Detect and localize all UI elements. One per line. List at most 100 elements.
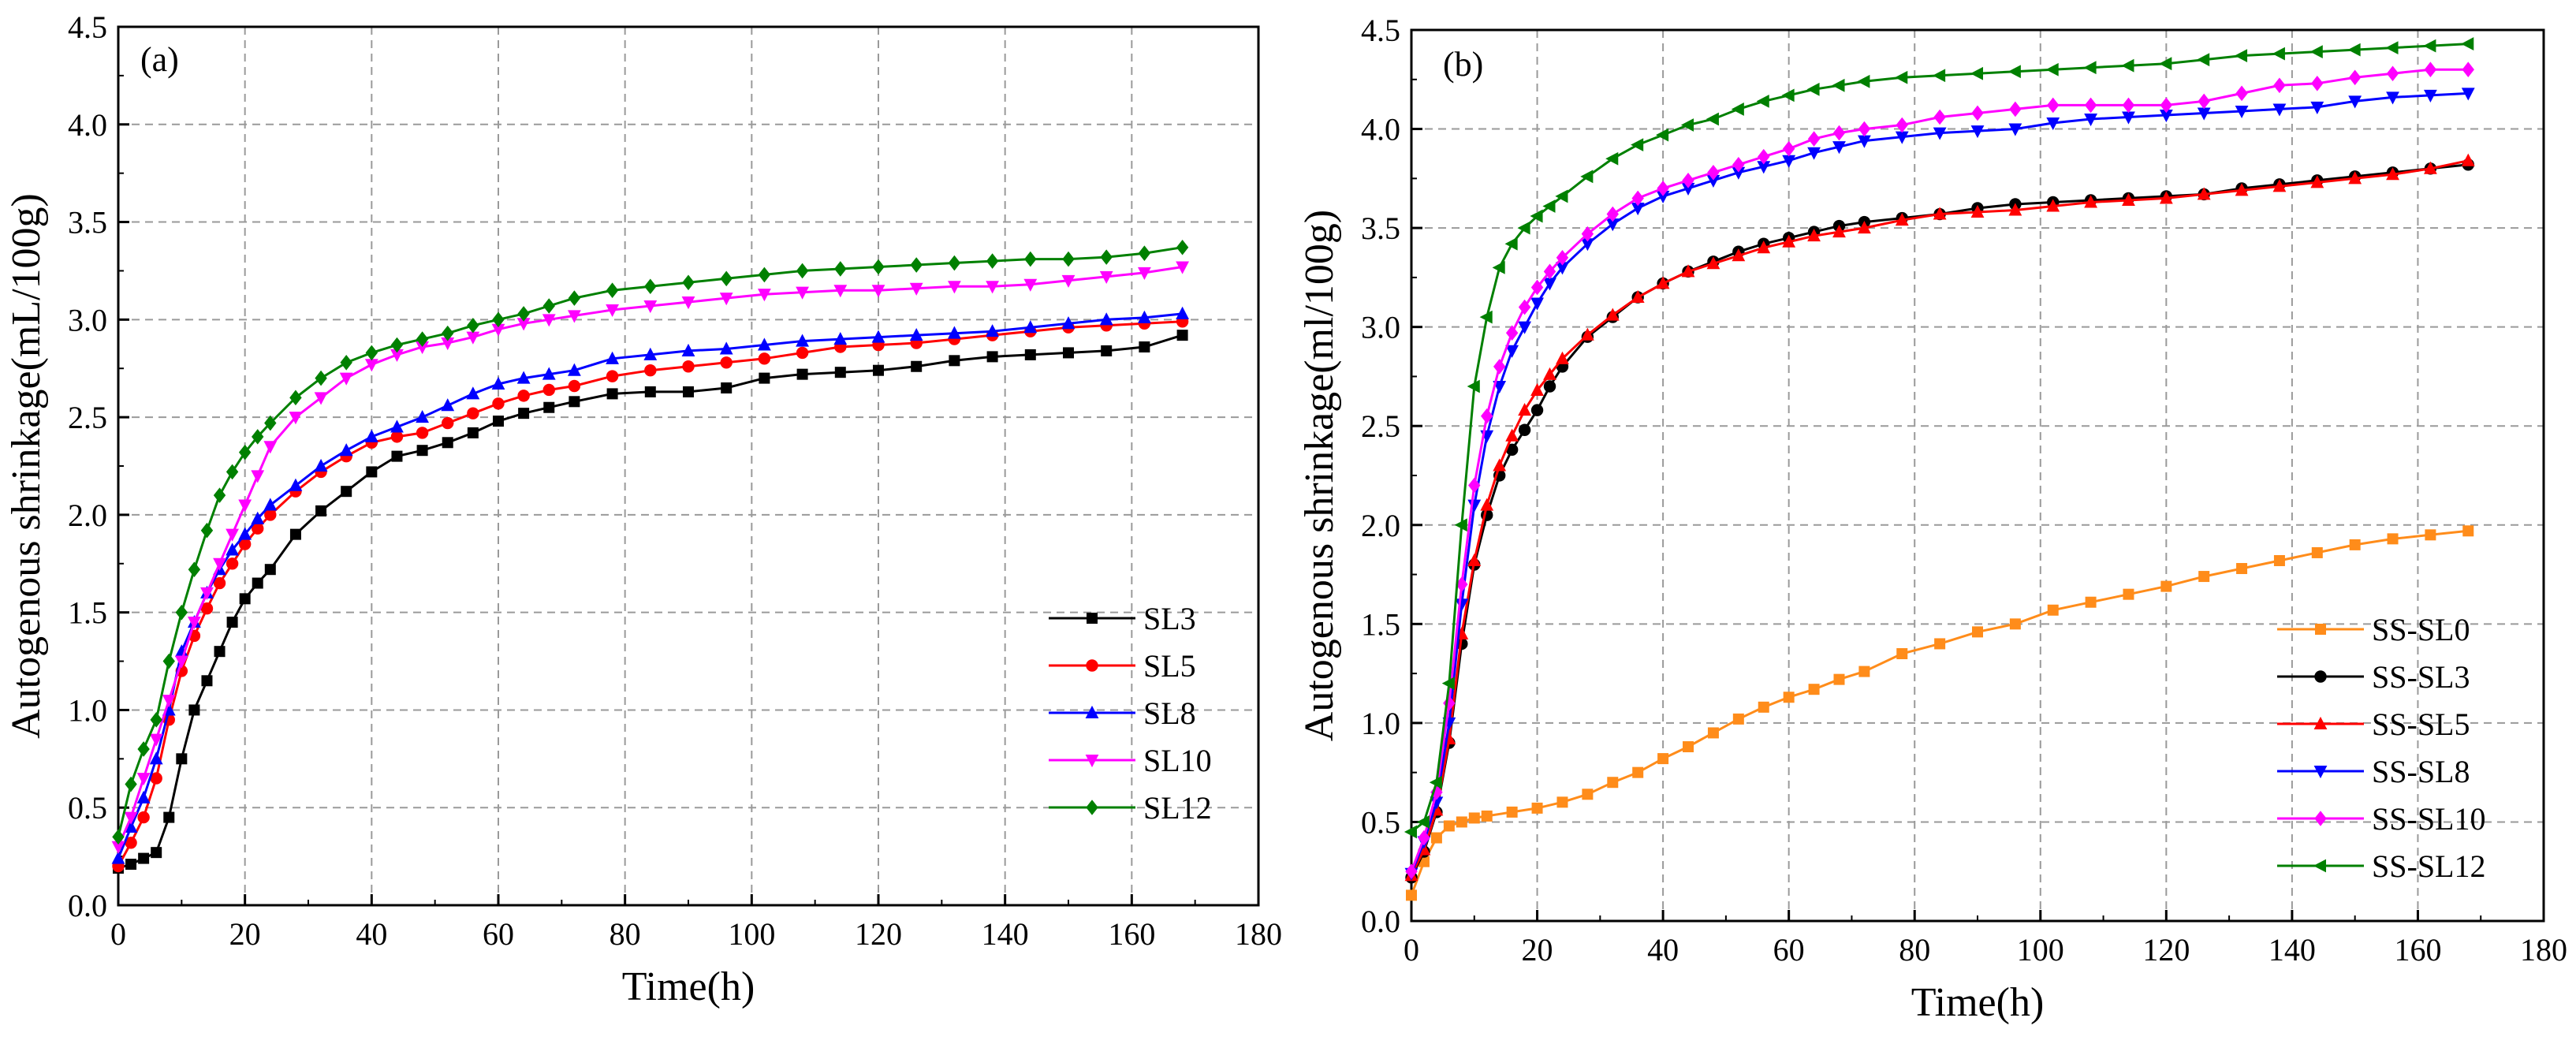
legend-label: SS-SL12 xyxy=(2372,848,2486,884)
data-point xyxy=(1732,166,1746,180)
data-point xyxy=(1807,131,1821,147)
data-point xyxy=(1758,148,1770,165)
panel-label: (a) xyxy=(140,40,179,79)
legend-marker xyxy=(1086,659,1098,672)
data-point xyxy=(2310,101,2324,115)
data-point xyxy=(162,695,176,708)
data-point xyxy=(796,286,809,300)
data-point xyxy=(263,441,278,454)
data-point xyxy=(1441,677,1455,691)
data-point xyxy=(1607,777,1619,789)
data-point xyxy=(466,331,480,345)
data-point xyxy=(1895,212,1909,226)
data-point xyxy=(289,528,301,540)
data-point xyxy=(111,851,125,864)
data-point xyxy=(1782,234,1796,248)
data-point xyxy=(986,253,999,269)
data-point xyxy=(1517,221,1530,235)
legend-item: SL12 xyxy=(1049,790,1212,826)
data-point xyxy=(2272,103,2287,117)
data-point xyxy=(644,386,656,397)
legend: SL3 SL5 SL8 SL10 SL12 xyxy=(1049,601,1212,826)
x-tick-label: 80 xyxy=(610,916,641,952)
data-point xyxy=(1933,109,1946,125)
series-ss-sl10 xyxy=(1405,62,2474,880)
data-point xyxy=(643,300,658,314)
data-point xyxy=(542,298,555,314)
data-point xyxy=(416,410,429,423)
legend-item: SL5 xyxy=(1049,648,1196,684)
data-point xyxy=(948,255,961,271)
data-point xyxy=(2197,187,2211,200)
data-point xyxy=(2197,53,2210,67)
data-point xyxy=(112,829,125,845)
data-point xyxy=(1543,367,1556,380)
data-point xyxy=(2085,596,2097,608)
y-tick-label: 3.5 xyxy=(68,205,107,240)
data-point xyxy=(1530,382,1544,397)
data-point xyxy=(1455,598,1469,612)
x-tick-label: 100 xyxy=(2017,932,2064,968)
data-point xyxy=(643,347,658,360)
data-point xyxy=(1416,815,1430,829)
series-line xyxy=(1410,159,2469,876)
x-tick-label: 40 xyxy=(1647,932,1679,968)
data-point xyxy=(1062,251,1075,267)
data-point xyxy=(1505,428,1519,442)
data-point xyxy=(1858,121,1871,137)
data-point xyxy=(213,557,226,571)
data-point xyxy=(1731,103,1744,116)
series-line xyxy=(117,320,1183,867)
data-point xyxy=(1504,237,1518,251)
data-point xyxy=(364,359,378,372)
data-point xyxy=(1707,727,1719,739)
data-point xyxy=(833,285,848,298)
data-point xyxy=(137,811,150,824)
data-point xyxy=(2122,192,2135,206)
legend: SS-SL0 SS-SL3 SS-SL5 SS-SL8 SS-SL10 SS-SL12 xyxy=(2277,612,2486,884)
data-point xyxy=(2160,97,2173,114)
data-point xyxy=(2311,546,2323,558)
data-point xyxy=(517,306,530,322)
data-point xyxy=(986,324,999,337)
data-point xyxy=(467,427,479,438)
data-point xyxy=(2386,65,2399,82)
data-point xyxy=(1493,458,1507,472)
data-point xyxy=(1581,226,1594,242)
legend-item: SL10 xyxy=(1049,743,1212,778)
data-point xyxy=(1531,802,1543,814)
legend-label: SS-SL3 xyxy=(2372,659,2470,695)
data-point xyxy=(264,509,277,521)
data-point xyxy=(2461,153,2475,166)
x-tick-label: 140 xyxy=(982,916,1029,952)
y-tick-label: 2.5 xyxy=(1361,408,1400,444)
x-tick-label: 180 xyxy=(2520,932,2567,968)
legend-marker xyxy=(1087,613,1098,624)
data-point xyxy=(1467,499,1482,513)
data-point xyxy=(2159,109,2173,123)
panel-label: (b) xyxy=(1443,45,1483,84)
y-tick-label: 4.0 xyxy=(1361,112,1400,147)
y-tick-label: 2.0 xyxy=(1361,508,1400,543)
data-point xyxy=(111,841,125,854)
data-point xyxy=(1833,673,1845,685)
data-point xyxy=(339,443,353,457)
data-point xyxy=(1934,638,1946,650)
legend-label: SL12 xyxy=(1143,790,1212,826)
data-point xyxy=(314,458,328,472)
data-point xyxy=(162,653,175,669)
legend-item: SS-SL5 xyxy=(2277,707,2470,742)
data-point xyxy=(1099,312,1113,326)
data-point xyxy=(1832,78,1845,92)
data-point xyxy=(238,527,252,540)
data-point xyxy=(315,505,327,516)
data-point xyxy=(1656,276,1670,289)
data-point xyxy=(606,282,619,298)
data-point xyxy=(226,543,239,556)
data-point xyxy=(1556,262,1569,275)
data-point xyxy=(1467,379,1480,393)
series-sl10 xyxy=(111,261,1189,854)
data-point xyxy=(1781,88,1795,103)
legend-label: SL5 xyxy=(1143,648,1196,684)
data-point xyxy=(986,281,999,294)
